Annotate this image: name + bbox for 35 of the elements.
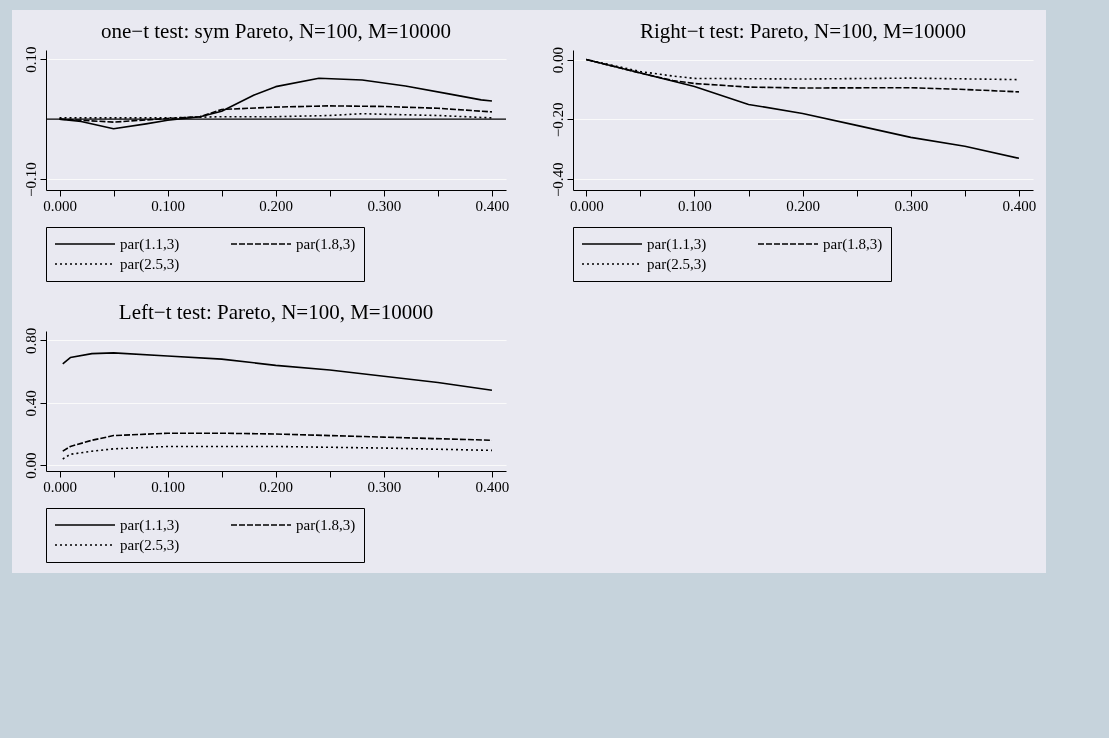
legend-label: par(1.1,3) <box>647 236 707 253</box>
y-tick-label: 0.10 <box>22 46 39 73</box>
x-tick-label: 0.300 <box>367 197 402 214</box>
x-tick-label: 0.400 <box>475 478 510 495</box>
x-tick-label: 0.200 <box>786 197 820 214</box>
x-tick-label: 0.300 <box>894 197 929 214</box>
chart-title: one−t test: sym Pareto, N=100, M=10000 <box>101 18 451 43</box>
x-tick-label: 0.200 <box>259 478 294 495</box>
chart-title: Left−t test: Pareto, N=100, M=10000 <box>118 300 434 325</box>
legend-label: par(1.1,3) <box>120 517 180 534</box>
chart-title: Right−t test: Pareto, N=100, M=10000 <box>639 19 967 44</box>
y-tick-label: 0.80 <box>22 327 39 354</box>
legend-label: par(1.1,3) <box>120 236 180 253</box>
y-tick-label: 0.40 <box>22 390 39 417</box>
y-tick-label: −0.40 <box>549 162 566 198</box>
x-tick-label: 0.400 <box>1002 197 1037 214</box>
legend-label: par(1.8,3) <box>296 517 356 534</box>
legend-label: par(1.8,3) <box>823 236 883 253</box>
y-tick-label: 0.00 <box>549 46 566 74</box>
x-tick-label: 0.000 <box>43 478 77 495</box>
y-tick-label: −0.20 <box>549 102 566 138</box>
legend-label: par(2.5,3) <box>120 537 180 554</box>
x-tick-label: 0.200 <box>259 197 294 214</box>
x-tick-label: 0.100 <box>151 478 185 495</box>
x-tick-label: 0.400 <box>475 197 510 214</box>
legend-label: par(1.8,3) <box>296 236 356 253</box>
x-tick-label: 0.000 <box>43 197 77 214</box>
x-tick-label: 0.100 <box>678 197 712 214</box>
x-tick-label: 0.000 <box>569 197 604 214</box>
y-tick-label: −0.10 <box>22 162 39 198</box>
legend-label: par(2.5,3) <box>647 256 707 273</box>
x-tick-label: 0.300 <box>367 478 402 495</box>
x-tick-label: 0.100 <box>151 197 185 214</box>
y-tick-label: 0.00 <box>22 452 39 479</box>
legend-label: par(2.5,3) <box>120 256 180 273</box>
